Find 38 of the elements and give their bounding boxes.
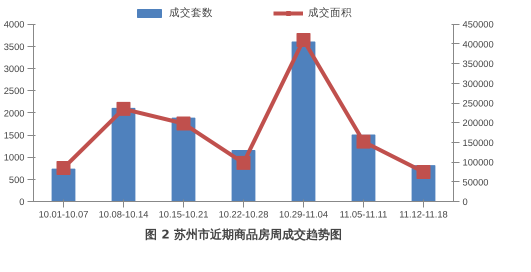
point — [116, 102, 130, 116]
y2-tick-label: 300000 — [462, 78, 494, 89]
x-tick-label: 10.08-10.14 — [98, 210, 148, 220]
legend-label: 成交套数 — [169, 6, 213, 20]
x-tick-label: 10.15-10.21 — [158, 210, 208, 220]
point — [356, 134, 370, 149]
y-tick-label: 3000 — [4, 64, 25, 74]
y-tick-label: 1000 — [4, 152, 25, 163]
point — [236, 156, 250, 170]
y-tick-label: 4000 — [4, 20, 25, 30]
y2-tick-label: 450000 — [462, 20, 494, 30]
y2-tick-label: 0 — [462, 197, 468, 207]
x-tick-label: 10.29-11.04 — [278, 210, 328, 220]
y2-tick-label: 150000 — [462, 138, 494, 148]
point — [296, 32, 310, 47]
y-tick-label: 2000 — [4, 108, 25, 118]
point — [56, 161, 70, 176]
point — [416, 164, 430, 179]
y2-tick-label: 400000 — [462, 39, 494, 50]
y2-tick-label: 250000 — [462, 98, 494, 109]
y-tick-label: 0 — [19, 197, 25, 207]
y2-tick-label: 100000 — [462, 158, 494, 168]
x-tick-label: 10.22-10.28 — [218, 210, 268, 220]
x-tick-label: 11.05-11.11 — [340, 210, 388, 220]
y2-tick-label: 350000 — [462, 59, 494, 70]
x-tick-label: 11.12-11.18 — [399, 210, 448, 220]
bar — [112, 108, 136, 202]
text: 图 2 苏州市近期商品房周成交趋势图 — [145, 228, 342, 242]
y-tick-label: 2500 — [4, 86, 25, 96]
y-tick-label: 1500 — [4, 130, 25, 141]
y-tick-label: 500 — [8, 174, 25, 185]
legend-label: 成交面积 — [308, 6, 352, 20]
y2-tick-label: 200000 — [462, 118, 494, 128]
y-tick-label: 3500 — [4, 42, 25, 52]
point — [176, 116, 190, 130]
bar — [292, 41, 316, 202]
x-tick-label: 10.01-10.07 — [38, 210, 88, 220]
y2-tick-label: 50000 — [462, 177, 488, 188]
